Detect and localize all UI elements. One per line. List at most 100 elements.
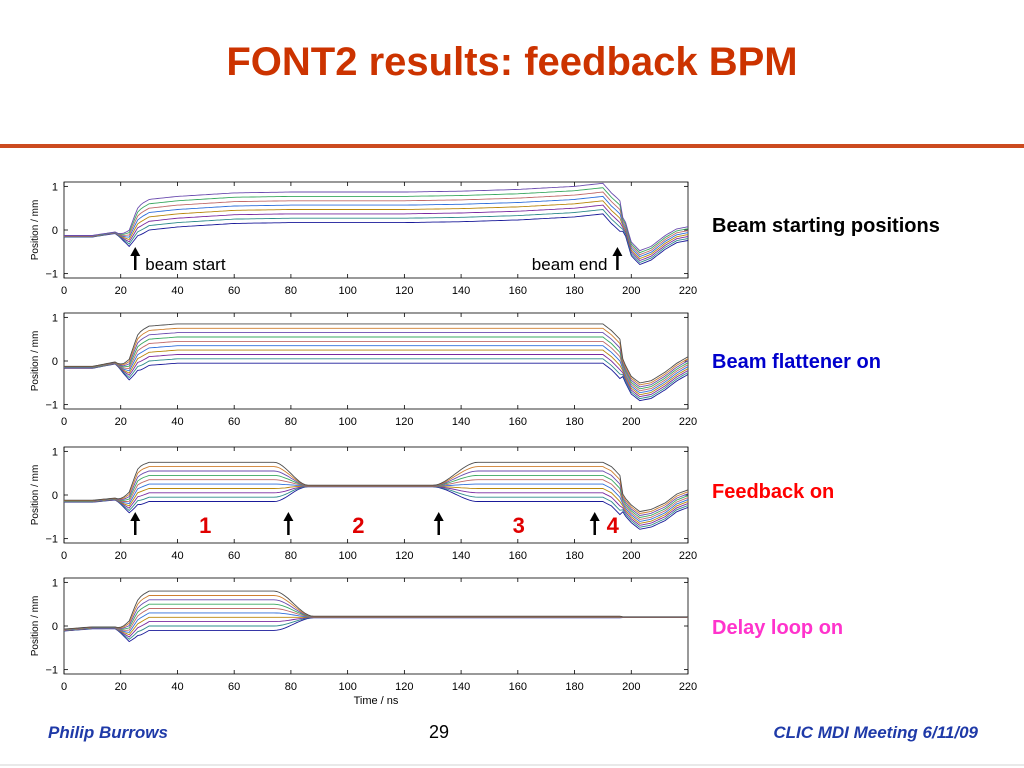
trace-2 bbox=[64, 209, 689, 264]
trace-7 bbox=[64, 187, 689, 254]
y-axis-label: Position / mm bbox=[30, 465, 41, 526]
x-tick-label: 80 bbox=[285, 285, 297, 297]
y-axis-label: Position / mm bbox=[30, 596, 41, 657]
trace-5 bbox=[64, 345, 689, 394]
plot-frame bbox=[63, 312, 689, 410]
trace-4 bbox=[64, 349, 689, 396]
trace-1 bbox=[64, 213, 689, 266]
x-tick-label: 80 bbox=[285, 416, 297, 428]
x-tick-label: 200 bbox=[622, 681, 640, 693]
x-tick-label: 100 bbox=[338, 681, 356, 693]
x-tick-label: 200 bbox=[622, 550, 640, 562]
y-axis-label: Position / mm bbox=[30, 200, 41, 261]
x-tick-label: 120 bbox=[395, 550, 413, 562]
annotation-arrowhead bbox=[130, 512, 141, 521]
x-tick-label: 160 bbox=[509, 416, 527, 428]
chart-panel-4: 0 20 40 60 80 100 120 140 160 180 200 22010−1Positi… bbox=[30, 577, 697, 707]
x-tick-label: 220 bbox=[679, 416, 697, 428]
x-tick-label: 220 bbox=[679, 681, 697, 693]
annotation-arrowhead bbox=[589, 512, 600, 521]
trace-6 bbox=[64, 340, 689, 392]
y-tick-label: −1 bbox=[45, 534, 58, 546]
x-tick-label: 40 bbox=[171, 681, 183, 693]
trace-5 bbox=[64, 195, 689, 258]
trace-1 bbox=[64, 362, 689, 402]
x-tick-label: 140 bbox=[452, 285, 470, 297]
annotation-label: 3 bbox=[513, 513, 525, 538]
trace-8 bbox=[64, 332, 689, 388]
x-tick-label: 40 bbox=[171, 550, 183, 562]
trace-2 bbox=[64, 358, 689, 400]
x-tick-label: 200 bbox=[622, 416, 640, 428]
x-tick-label: 20 bbox=[115, 550, 127, 562]
x-tick-label: 180 bbox=[565, 285, 583, 297]
x-tick-label: 220 bbox=[679, 550, 697, 562]
y-tick-label: 0 bbox=[52, 621, 58, 633]
trace-3 bbox=[64, 354, 689, 398]
x-tick-label: 140 bbox=[452, 681, 470, 693]
trace-3 bbox=[64, 204, 689, 262]
x-axis-label: Time / ns bbox=[354, 695, 399, 707]
x-tick-label: 0 bbox=[61, 550, 67, 562]
x-tick-label: 120 bbox=[395, 285, 413, 297]
x-tick-label: 160 bbox=[509, 681, 527, 693]
bottom-rule bbox=[0, 764, 1024, 766]
y-tick-label: 0 bbox=[52, 490, 58, 502]
trace-8 bbox=[64, 182, 689, 252]
annotation-arrowhead bbox=[130, 247, 141, 256]
title-rule bbox=[0, 144, 1024, 148]
trace-10 bbox=[64, 323, 689, 384]
x-tick-label: 140 bbox=[452, 416, 470, 428]
x-tick-label: 0 bbox=[61, 681, 67, 693]
x-tick-label: 0 bbox=[61, 285, 67, 297]
y-axis-label: Position / mm bbox=[30, 331, 41, 392]
y-tick-label: 1 bbox=[52, 312, 58, 324]
x-tick-label: 180 bbox=[565, 681, 583, 693]
x-tick-label: 80 bbox=[285, 550, 297, 562]
x-tick-label: 120 bbox=[395, 681, 413, 693]
annotation-arrowhead bbox=[612, 247, 623, 256]
label-feedback-on: Feedback on bbox=[712, 481, 835, 503]
y-tick-label: −1 bbox=[45, 269, 58, 281]
annotation-arrowhead bbox=[433, 512, 444, 521]
x-tick-label: 40 bbox=[171, 416, 183, 428]
footer-meeting: CLIC MDI Meeting 6/11/09 bbox=[773, 723, 978, 742]
x-tick-label: 180 bbox=[565, 416, 583, 428]
x-tick-label: 160 bbox=[509, 285, 527, 297]
annotation-label: 4 bbox=[607, 513, 620, 538]
x-tick-label: 100 bbox=[338, 550, 356, 562]
y-tick-label: 1 bbox=[52, 181, 58, 193]
plot-frame bbox=[63, 446, 689, 544]
annotation-label: beam start bbox=[145, 255, 226, 274]
annotation-arrowhead bbox=[283, 512, 294, 521]
y-tick-label: 0 bbox=[52, 356, 58, 368]
x-tick-label: 20 bbox=[115, 285, 127, 297]
trace-10 bbox=[64, 461, 689, 513]
label-beam-flattener-on: Beam flattener on bbox=[712, 351, 881, 373]
x-tick-label: 20 bbox=[115, 416, 127, 428]
page-number: 29 bbox=[428, 722, 450, 742]
x-tick-label: 40 bbox=[171, 285, 183, 297]
y-tick-label: 0 bbox=[52, 225, 58, 237]
x-tick-label: 20 bbox=[115, 681, 127, 693]
label-delay-loop-on: Delay loop on bbox=[712, 617, 844, 639]
trace-6 bbox=[64, 191, 689, 256]
annotation-label: beam end bbox=[532, 255, 608, 274]
chart-panel-3: 0 20 40 60 80 100 120 140 160 180 200 22010−1Positi… bbox=[30, 446, 697, 562]
x-tick-label: 60 bbox=[228, 681, 240, 693]
x-tick-label: 100 bbox=[338, 285, 356, 297]
chart-panel-2: 0 20 40 60 80 100 120 140 160 180 200 22010−1Positi… bbox=[30, 312, 697, 428]
x-tick-label: 60 bbox=[228, 550, 240, 562]
x-tick-label: 60 bbox=[228, 285, 240, 297]
x-tick-label: 200 bbox=[622, 285, 640, 297]
x-tick-label: 100 bbox=[338, 416, 356, 428]
chart-panel-1: 0 20 40 60 80 100 120 140 160 180 200 22010−1Positi… bbox=[30, 181, 697, 297]
trace-10 bbox=[63, 590, 688, 630]
x-tick-label: 60 bbox=[228, 416, 240, 428]
trace-7 bbox=[64, 336, 689, 390]
trace-4 bbox=[64, 200, 689, 260]
slide-title: FONT2 results: feedback BPM bbox=[226, 40, 798, 84]
annotation-label: 2 bbox=[352, 513, 364, 538]
x-tick-label: 80 bbox=[285, 681, 297, 693]
